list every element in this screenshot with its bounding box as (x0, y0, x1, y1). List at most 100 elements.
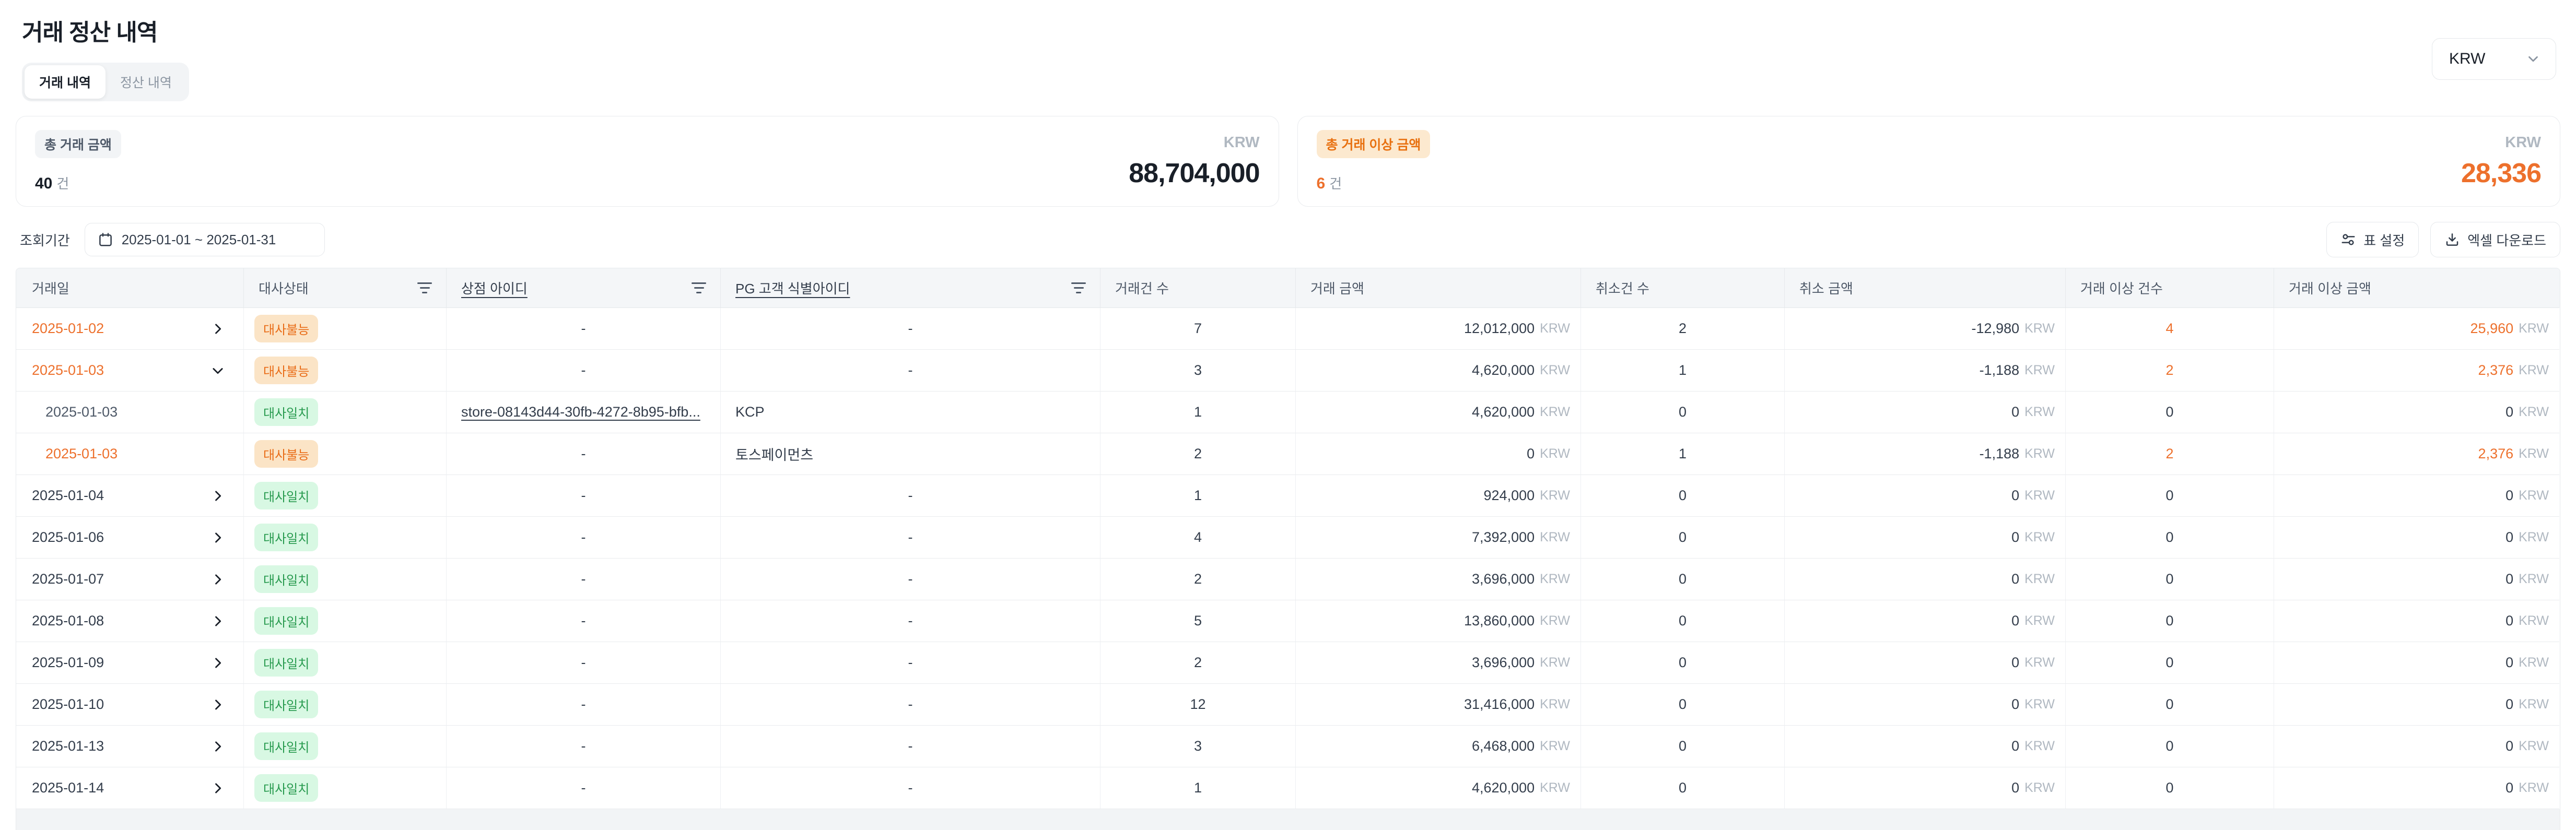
store-id-cell: - (447, 600, 721, 642)
column-label: 거래 이상 금액 (2289, 281, 2371, 297)
page-header: 거래 정산 내역 KRW 거래 내역 정산 내역 (16, 0, 2560, 101)
column-label: 거래 금액 (1310, 281, 1364, 297)
status-badge: 대사불능 (254, 357, 319, 384)
pg-customer-id-cell: - (721, 308, 1100, 350)
tab-settlement-history[interactable]: 정산 내역 (120, 76, 172, 90)
store-id-cell: - (447, 684, 721, 726)
pg-customer-id-cell: - (721, 642, 1100, 684)
table-settings-label: 표 설정 (2363, 232, 2405, 248)
reconciliation-status-cell: 대사일치 (244, 684, 447, 726)
currency-label: KRW (2505, 134, 2541, 151)
pg-customer-id-cell: - (721, 559, 1100, 600)
table-settings-button[interactable]: 표 설정 (2326, 222, 2419, 257)
expand-row-icon[interactable] (210, 488, 226, 504)
transaction-date: 2025-01-03 (45, 446, 118, 461)
expand-row-icon[interactable] (210, 572, 226, 587)
column-header-store: 상점 아이디 (447, 268, 721, 308)
table-header-row: 거래일 대사상태 상점 아이디 PG 고객 식별아이디 거래건 수 거래 금액 취소건 수 취… (16, 268, 2560, 308)
filter-icon[interactable] (1071, 281, 1086, 295)
store-id-cell: - (447, 308, 721, 350)
table-row: 2025-01-02 대사불능 - -7 12,012,000 KRW 2 -12,980 KR… (16, 308, 2560, 350)
transaction-date-cell: 2025-01-03 (16, 350, 244, 392)
transaction-date: 2025-01-13 (32, 738, 104, 754)
column-label: 상점 아이디 (461, 281, 528, 297)
table-row: 2025-01-09 대사일치 - -2 3,696,000 KRW 0 0 KRW 0 0 KRW (16, 642, 2560, 684)
page-title: 거래 정산 내역 (22, 20, 158, 45)
expand-row-icon[interactable] (210, 739, 226, 754)
total-amount-value: 88,704,000 (1129, 158, 1260, 188)
store-id-cell: - (447, 726, 721, 767)
currency-select[interactable]: KRW (2432, 38, 2556, 80)
filter-icon[interactable] (691, 281, 707, 295)
tab-bar: 거래 내역 정산 내역 (22, 63, 189, 101)
total-count: 40 건 (35, 175, 69, 192)
tab-transaction-history[interactable]: 거래 내역 (25, 65, 106, 99)
column-header-cancel_amount: 취소 금액 (1785, 268, 2066, 308)
currency-label: KRW (1223, 134, 1260, 151)
column-header-tx_amount: 거래 금액 (1296, 268, 1581, 308)
transaction-date: 2025-01-03 (45, 404, 118, 420)
reconciliation-status-cell: 대사불능 (244, 308, 447, 350)
column-header-tx_count: 거래건 수 (1100, 268, 1296, 308)
expand-row-icon[interactable] (210, 613, 226, 629)
transaction-date-cell: 2025-01-03 (16, 392, 244, 433)
column-label: 취소건 수 (1596, 281, 1649, 297)
table-body: 2025-01-02 대사불능 - -7 12,012,000 KRW 2 -12,980 KR… (16, 308, 2560, 809)
transaction-date: 2025-01-07 (32, 571, 104, 587)
column-label: 거래건 수 (1115, 281, 1169, 297)
total-amount-badge: 총 거래 금액 (35, 130, 121, 158)
expand-row-icon[interactable] (210, 780, 226, 796)
reconciliation-status-cell: 대사일치 (244, 475, 447, 517)
pg-customer-id-cell: - (721, 517, 1100, 559)
transaction-date-cell: 2025-01-06 (16, 517, 244, 559)
pg-customer-id-cell: - (721, 600, 1100, 642)
excel-download-button[interactable]: 엑셀 다운로드 (2430, 222, 2560, 257)
status-badge: 대사일치 (254, 607, 319, 635)
status-badge: 대사일치 (254, 774, 319, 802)
expand-row-icon[interactable] (210, 697, 226, 713)
pg-customer-id-cell: 토스페이먼츠 (721, 433, 1100, 475)
collapse-row-icon[interactable] (210, 363, 226, 378)
store-id-cell: - (447, 475, 721, 517)
expand-row-icon[interactable] (210, 321, 226, 337)
reconciliation-status-cell: 대사일치 (244, 559, 447, 600)
status-badge: 대사일치 (254, 482, 319, 509)
status-badge: 대사일치 (254, 524, 319, 551)
pg-customer-id-cell: KCP (721, 392, 1100, 433)
transaction-date: 2025-01-06 (32, 529, 104, 545)
table-row: 2025-01-04 대사일치 - -1 924,000 KRW 0 0 KRW 0 0 KRW (16, 475, 2560, 517)
transaction-date: 2025-01-04 (32, 488, 104, 503)
store-id-cell: - (447, 642, 721, 684)
store-id-link[interactable]: store-08143d44-30fb-4272-8b95-bfb... (461, 404, 700, 420)
sliders-icon (2340, 232, 2356, 247)
store-id-cell: store-08143d44-30fb-4272-8b95-bfb... (447, 392, 721, 433)
transaction-date-cell: 2025-01-02 (16, 308, 244, 350)
chevron-down-icon (2525, 51, 2541, 67)
total-transaction-card: 총 거래 금액 40 건 KRW 88,704,000 (16, 116, 1279, 207)
transaction-date: 2025-01-09 (32, 655, 104, 670)
table-row: 2025-01-03 대사일치 store-08143d44-30fb-4272-8… (16, 392, 2560, 433)
transaction-date-cell: 2025-01-03 (16, 433, 244, 475)
date-range-value: 2025-01-01 ~ 2025-01-31 (121, 231, 276, 247)
column-label: 거래 이상 건수 (2080, 281, 2163, 297)
store-id-cell: - (447, 350, 721, 392)
table-row: 2025-01-03 대사불능 - 토스페이먼츠 2 0 KRW 1 -1,188 KRW 2 2,3… (16, 433, 2560, 475)
reconciliation-status-cell: 대사일치 (244, 767, 447, 809)
expand-row-icon[interactable] (210, 655, 226, 671)
status-badge: 대사일치 (254, 691, 319, 718)
transaction-date-cell: 2025-01-04 (16, 475, 244, 517)
store-id-cell: - (447, 433, 721, 475)
anomaly-amount-value: 28,336 (2461, 158, 2542, 188)
status-badge: 대사일치 (254, 732, 319, 760)
column-header-anomaly_amount: 거래 이상 금액 (2274, 268, 2559, 308)
filter-icon[interactable] (417, 281, 432, 295)
table-row: 2025-01-10 대사일치 - -12 31,416,000 KRW 0 0 KRW 0 0 KR… (16, 684, 2560, 726)
calendar-icon (98, 232, 113, 247)
status-badge: 대사일치 (254, 649, 319, 677)
expand-row-icon[interactable] (210, 530, 226, 546)
table-row: 2025-01-14 대사일치 - -1 4,620,000 KRW 0 0 KRW 0 0 KRW (16, 767, 2560, 809)
date-range-picker[interactable]: 2025-01-01 ~ 2025-01-31 (84, 223, 325, 256)
transaction-date: 2025-01-08 (32, 613, 104, 629)
